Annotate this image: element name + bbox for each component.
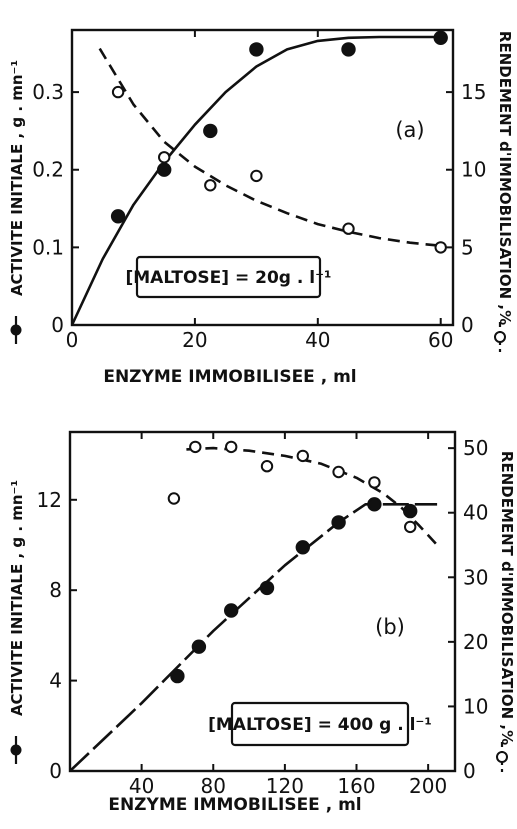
panel-b-y2-tick-label: 10 (463, 694, 488, 718)
panel-b-x-tick-label: 40 (129, 774, 154, 798)
panel-b-series-1-point (224, 603, 239, 618)
panel-a-annotation: [MALTOSE] = 20g . l⁻¹ (126, 268, 332, 288)
panel-a-series-1-curve (70, 35, 441, 326)
panel-b-x-tick-label: 160 (337, 774, 375, 798)
panel-b-series-2-point (404, 520, 417, 534)
panel-a-series-1-point (341, 42, 356, 57)
panel-a-series-1-point (433, 30, 448, 45)
panel-a-x-tick-label: 0 (66, 328, 79, 352)
panel-b-x-axis-label: ENZYME IMMOBILISEE , ml (108, 795, 361, 815)
panel-b-series-2-point (189, 440, 202, 454)
panel-b-y2-tick-label: 20 (463, 630, 488, 654)
panel-a-legend-right-marker (494, 331, 506, 343)
panel-a-y2-tick-label: 15 (461, 80, 486, 104)
panel-b-series-2-point (225, 440, 238, 454)
panel-a-frame (70, 28, 455, 327)
panel-a-label: (a) (395, 118, 424, 142)
panel-b-series-1-point (170, 668, 185, 684)
panel-b-annotation-box (230, 701, 410, 747)
panel-a-series-2-point (158, 151, 171, 164)
panel-b-annotation: [MALTOSE] = 400 g . l⁻¹ (208, 715, 432, 735)
panel-b-y-tick-label: 12 (37, 488, 62, 512)
panel-b-y-axis-label: ACTIVITE INITIALE , g . mn⁻¹ (8, 480, 26, 716)
panel-b-series-2-curve (186, 446, 439, 546)
panel-a-y-tick-label: 0.3 (32, 80, 64, 104)
panel-a-series-2-point (250, 169, 263, 183)
panel-a-y2-axis-label: RENDEMENT d'IMMOBILISATION ,% (496, 31, 514, 325)
panel-a-y2-tick-label: 0 (461, 313, 474, 337)
panel-b-legend-left-marker (10, 744, 22, 756)
panel-b-series-1-point (191, 639, 207, 654)
panel-a-y2-tick-label: 5 (461, 235, 474, 259)
panel-a-series-1-point (203, 123, 218, 139)
panel-b-y2-tick-label: 50 (463, 436, 488, 460)
panel-a-y-tick-label: 0 (51, 313, 64, 337)
panel-b-series-1-point (331, 515, 346, 530)
panel-a-series-1-point (110, 209, 126, 224)
panel-a-x-axis-label: ENZYME IMMOBILISEE , ml (103, 367, 356, 387)
panel-b-legend-right-marker (496, 751, 508, 763)
panel-a-y-axis-label: ACTIVITE INITIALE , g . mn⁻¹ (8, 60, 26, 296)
panel-a-x-tick-label: 60 (428, 328, 453, 352)
panel-a-series-2-point (342, 222, 355, 235)
panel-b-x-tick-label: 80 (201, 774, 226, 798)
panel-b-label: (b) (375, 615, 405, 639)
panel-b-y-tick-label: 8 (49, 578, 62, 602)
panel-a-x-tick-label: 40 (305, 328, 330, 352)
panel-b-y2-tick-label: 40 (463, 501, 488, 525)
panel-b-series-2-point (167, 492, 181, 505)
panel-a-series-2-point (111, 85, 125, 99)
panel-a-y-tick-label: 0.2 (32, 158, 64, 182)
panel-b-y2-axis-label: RENDEMENT d'IMMOBILISATION ,% (498, 451, 516, 745)
panel-a-y-tick-label: 0.1 (32, 235, 64, 259)
panel-b-y2-tick-label: 0 (463, 759, 476, 783)
panel-a-series-1-point (249, 42, 264, 57)
panel-a-legend-left-marker (10, 324, 22, 336)
panel-b-y-tick-label: 4 (49, 669, 62, 693)
panel-b-y-tick-label: 0 (49, 759, 62, 783)
panel-b-series-2-point (332, 465, 345, 479)
panel-a-annotation-box (135, 255, 322, 299)
panel-a-series-2-curve (98, 47, 441, 248)
panel-b-frame (68, 430, 457, 773)
panel-a-series-1-point (157, 162, 172, 177)
panel-b-series-1-point (295, 540, 310, 555)
panel-a-series-2-point (204, 179, 217, 192)
panel-b-series-1-point (259, 580, 275, 596)
panel-b-x-tick-label: 200 (409, 774, 447, 798)
panel-a-x-tick-label: 20 (182, 328, 207, 352)
panel-a-y2-tick-label: 10 (461, 158, 486, 182)
panel-b-series-2-point (260, 460, 274, 473)
panel-a-series-2-point (434, 241, 447, 254)
panel-b-series-1-point (367, 497, 382, 512)
panel-b-x-tick-label: 120 (266, 774, 304, 798)
panel-b-series-2-point (296, 449, 309, 463)
panel-b-series-2-point (368, 476, 381, 489)
panel-b-series-1-curve (69, 502, 438, 772)
panel-b-y2-tick-label: 30 (463, 565, 488, 589)
